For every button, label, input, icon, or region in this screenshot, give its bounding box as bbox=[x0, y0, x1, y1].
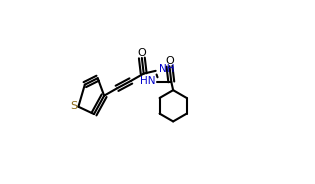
Text: S: S bbox=[70, 101, 77, 111]
Text: O: O bbox=[165, 56, 174, 66]
Text: O: O bbox=[137, 48, 146, 58]
Text: HN: HN bbox=[140, 76, 156, 86]
Text: NH: NH bbox=[159, 64, 175, 74]
